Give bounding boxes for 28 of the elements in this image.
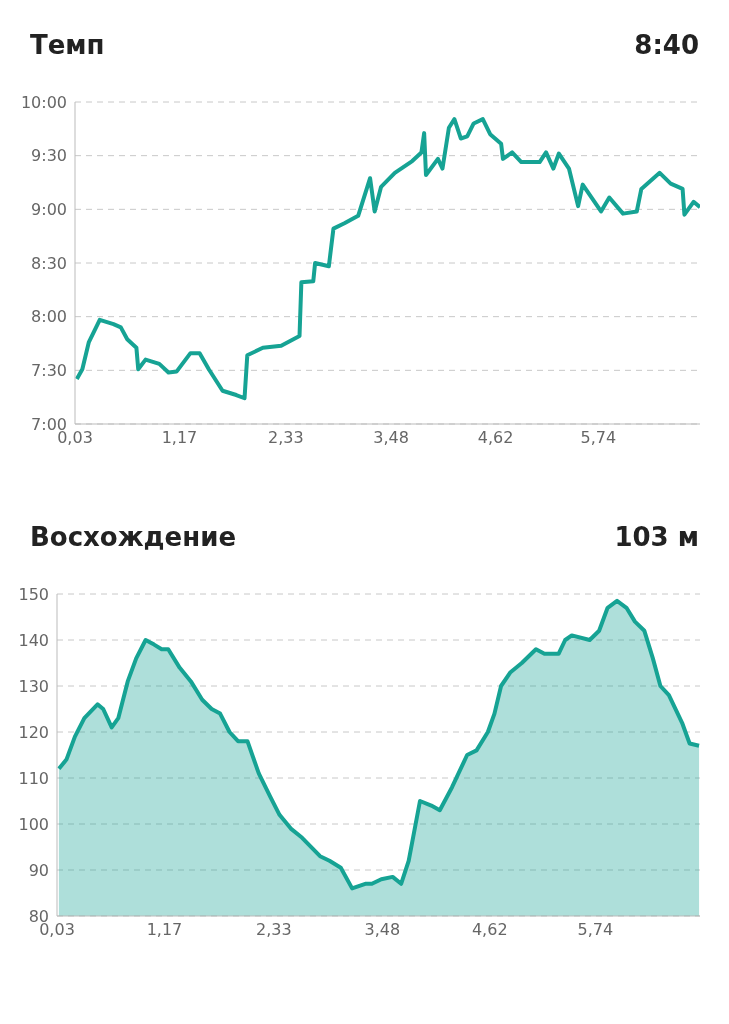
y-tick-label: 90	[28, 860, 49, 880]
x-tick-label: 4,62	[471, 920, 508, 940]
y-tick-label: 9:30	[31, 146, 67, 166]
y-tick-label: 130	[18, 676, 49, 696]
chart-title: Восхождение	[30, 522, 237, 552]
y-tick-label: 140	[18, 630, 49, 650]
y-tick-label: 120	[18, 722, 49, 742]
y-tick-label: 110	[18, 768, 49, 788]
chart-subtitle: 8:40	[634, 30, 699, 60]
y-tick-label: 100	[18, 814, 49, 834]
x-tick-label: 4,62	[477, 428, 514, 448]
x-tick-label: 3,48	[364, 920, 401, 940]
line-series	[75, 117, 700, 401]
x-tick-label: 1,17	[161, 428, 198, 448]
y-tick-label: 9:00	[31, 200, 67, 220]
x-tick-label: 1,17	[146, 920, 183, 940]
x-tick-label: 5,74	[577, 920, 614, 940]
y-tick-label: 10:00	[20, 92, 67, 112]
y-tick-label: 8:30	[31, 253, 67, 273]
y-tick-label: 7:30	[31, 361, 67, 381]
x-tick-label: 3,48	[373, 428, 409, 448]
y-tick-label: 8:00	[31, 307, 67, 327]
x-tick-label: 5,74	[580, 428, 617, 448]
chart-title: Темп	[30, 30, 105, 60]
x-tick-label: 2,33	[267, 428, 304, 448]
y-tick-label: 150	[18, 584, 49, 604]
chart-subtitle: 103 м	[614, 522, 699, 552]
x-tick-label: 2,33	[256, 920, 292, 940]
